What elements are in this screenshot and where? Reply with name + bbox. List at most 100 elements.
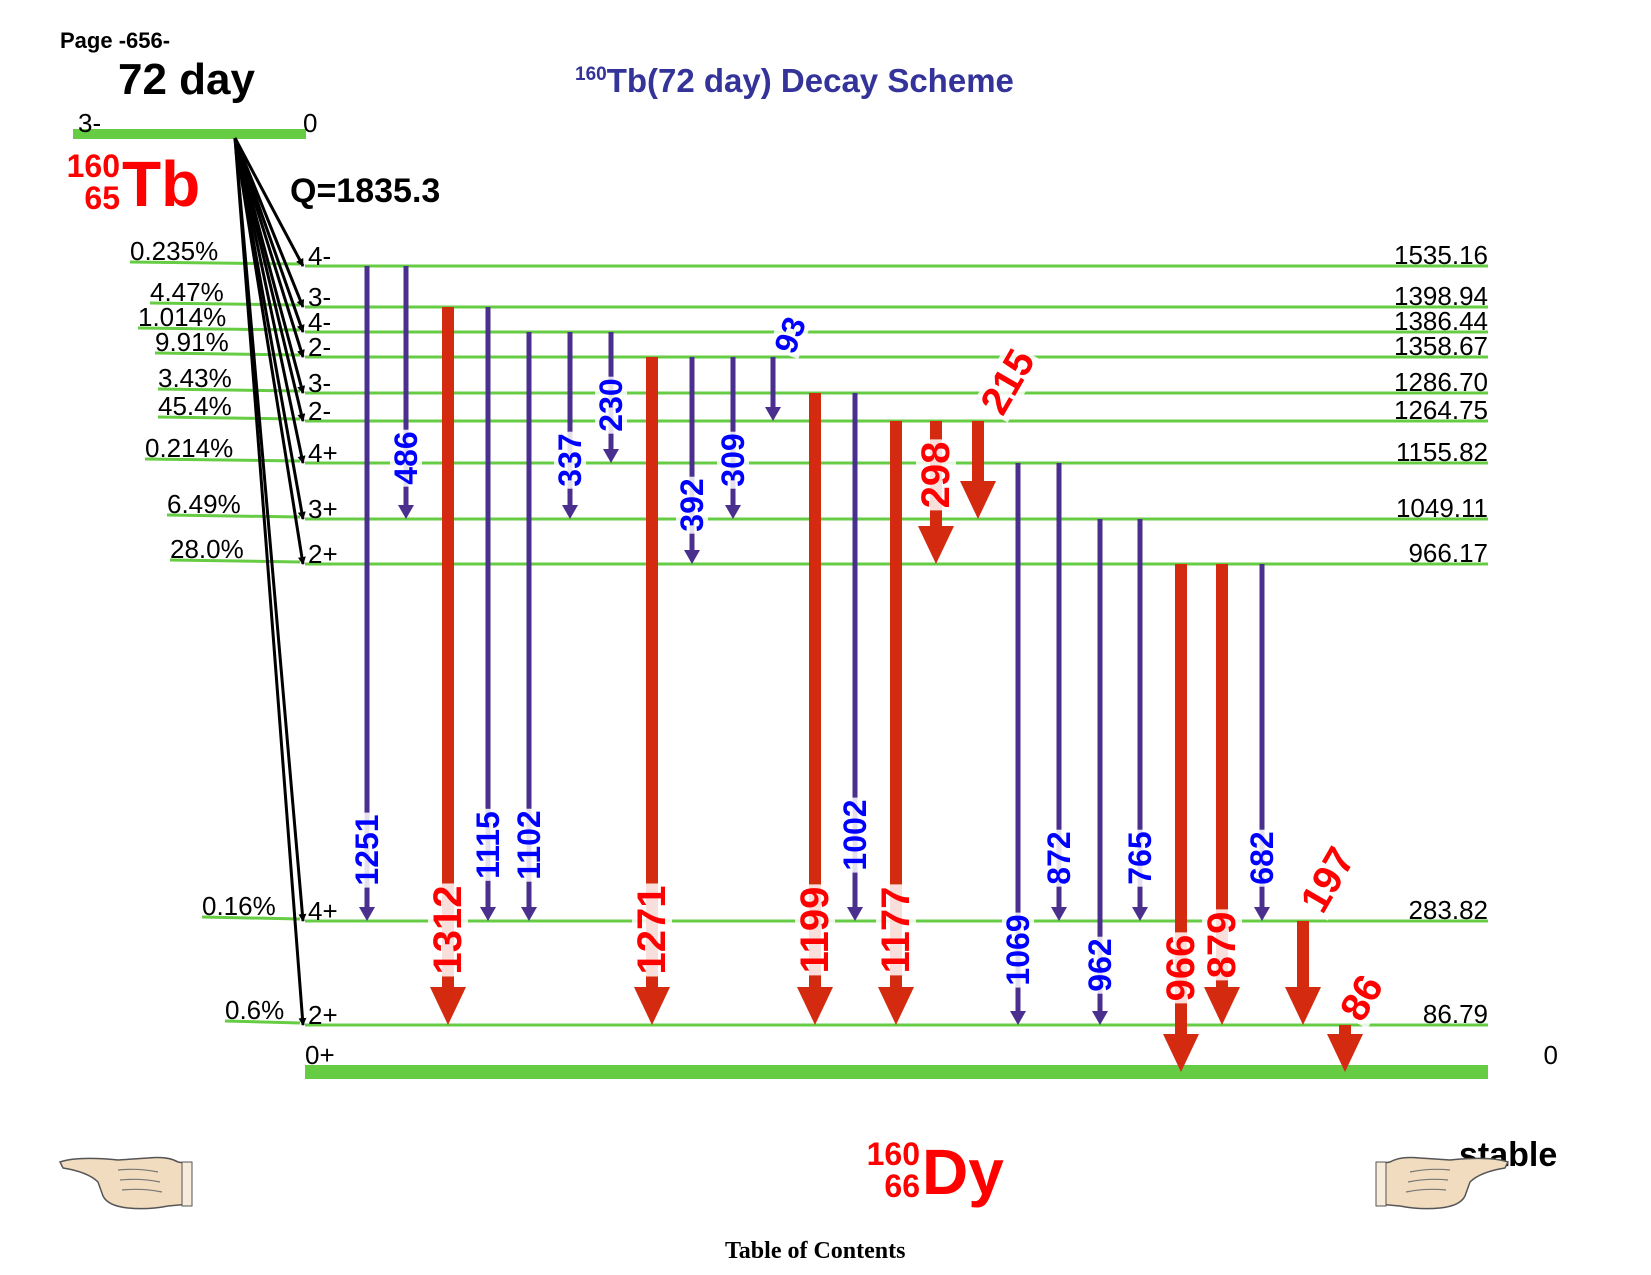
beta-decay-arrow xyxy=(233,137,305,358)
gamma-transition xyxy=(765,357,781,421)
level-branch: 0.16% xyxy=(202,891,276,921)
branch-feed-line xyxy=(129,260,301,266)
daughter-mass-number: 160 xyxy=(866,1136,920,1172)
level-energy: 86.79 xyxy=(1422,999,1488,1029)
gamma-transition xyxy=(1010,463,1026,1025)
gamma-transition xyxy=(960,421,996,519)
next-page-hand-icon[interactable] xyxy=(1375,1152,1510,1217)
ground-spin: 0+ xyxy=(305,1040,335,1070)
daughter-atomic-number: 66 xyxy=(884,1168,920,1204)
gamma-transition xyxy=(1132,519,1148,921)
gamma-transition xyxy=(1051,463,1067,921)
level-energy: 1358.67 xyxy=(1394,331,1488,361)
parent-symbol: Tb xyxy=(122,148,201,220)
page-title: 160Tb(72 day) Decay Scheme xyxy=(575,62,1014,100)
level-energy: 1286.70 xyxy=(1394,367,1488,397)
previous-page-hand-icon[interactable] xyxy=(58,1152,193,1217)
level-branch: 45.4% xyxy=(158,391,232,421)
gamma-energy-label: 765 xyxy=(1122,829,1158,887)
title-text: Tb(72 day) Decay Scheme xyxy=(606,62,1014,99)
gamma-energy-label: 392 xyxy=(674,476,710,534)
gamma-energy-label: 486 xyxy=(388,429,424,487)
title-mass-number: 160 xyxy=(575,64,607,85)
level-spin: 4- xyxy=(308,307,332,337)
level-branch: 28.0% xyxy=(170,534,244,564)
gamma-transition xyxy=(1285,921,1321,1025)
parent-atomic-number: 65 xyxy=(84,180,120,216)
branch-feed-line xyxy=(201,915,301,921)
ground-energy: 0 xyxy=(1543,1040,1558,1070)
branch-feed-line xyxy=(144,457,301,463)
gamma-energy-label: 298 xyxy=(914,439,958,511)
level-energy: 966.17 xyxy=(1408,538,1488,568)
level-branch: 4.47% xyxy=(150,277,224,307)
level-energy: 1155.82 xyxy=(1395,437,1488,467)
q-value: Q=1835.3 xyxy=(290,172,441,210)
level-branch: 9.91% xyxy=(155,327,229,357)
gamma-energy-label: 872 xyxy=(1041,829,1077,887)
level-spin: 2- xyxy=(308,332,332,362)
gamma-energy-label: 1102 xyxy=(511,808,547,882)
gamma-energy-label: 1199 xyxy=(793,884,837,976)
level-branch: 0.6% xyxy=(225,995,285,1025)
gamma-energy-label: 1115 xyxy=(470,809,506,881)
level-spin: 2+ xyxy=(308,1000,338,1030)
level-spin: 3+ xyxy=(308,494,338,524)
gamma-energy-label: 230 xyxy=(593,376,629,434)
gamma-transition xyxy=(634,357,670,1025)
parent-mass-number: 160 xyxy=(66,148,120,184)
gamma-energy-label: 1002 xyxy=(837,797,873,873)
level-branch: 1.014% xyxy=(138,302,227,332)
level-branch: 0.214% xyxy=(145,433,234,463)
level-spin: 4- xyxy=(308,241,332,271)
table-of-contents-link[interactable]: Table of Contents xyxy=(725,1238,906,1264)
level-energy: 1398.94 xyxy=(1394,281,1488,311)
gamma-transition xyxy=(430,307,466,1025)
gamma-transition xyxy=(359,266,375,921)
beta-decay-arrow xyxy=(233,137,306,464)
level-branch: 6.49% xyxy=(167,489,241,519)
gamma-energy-label: 966 xyxy=(1159,932,1203,1004)
level-energy: 1264.75 xyxy=(1394,395,1488,425)
gamma-energy-label: 682 xyxy=(1244,829,1280,887)
gamma-transition xyxy=(398,266,414,519)
gamma-transition xyxy=(521,332,537,921)
level-energy: 1535.16 xyxy=(1394,240,1488,270)
gamma-transition xyxy=(847,393,863,921)
gamma-transition xyxy=(1254,564,1270,921)
gamma-transition xyxy=(725,357,741,519)
gamma-transition xyxy=(480,307,496,921)
gamma-energy-label: 1069 xyxy=(1000,912,1036,988)
level-energy: 1049.11 xyxy=(1395,493,1488,523)
level-spin: 2+ xyxy=(308,539,338,569)
level-energy: 1386.44 xyxy=(1394,306,1488,336)
level-energy: 283.82 xyxy=(1408,895,1488,925)
gamma-energy-label: 337 xyxy=(552,431,588,489)
level-branch: 3.43% xyxy=(158,363,232,393)
level-spin: 3- xyxy=(308,282,332,312)
beta-decay-arrow xyxy=(233,137,307,1026)
gamma-energy-label: 1177 xyxy=(874,884,918,976)
level-spin: 2- xyxy=(308,396,332,426)
branch-feed-line xyxy=(154,351,301,357)
gamma-energy-label: 1271 xyxy=(630,883,674,977)
page-label: Page -656- xyxy=(60,28,171,53)
gamma-energy-label: 1312 xyxy=(426,883,470,977)
half-life: 72 day xyxy=(118,55,255,104)
gamma-energy-label: 1251 xyxy=(349,812,385,888)
level-spin: 4+ xyxy=(308,896,338,926)
level-spin: 3- xyxy=(308,368,332,398)
gamma-transition xyxy=(797,393,833,1025)
gamma-transition xyxy=(1092,519,1108,1025)
gamma-transition xyxy=(1204,564,1240,1025)
gamma-transition xyxy=(1327,1025,1363,1072)
branch-feed-line xyxy=(157,415,301,421)
branch-feed-line xyxy=(169,558,301,564)
gamma-transition xyxy=(684,357,700,564)
branch-feed-line xyxy=(137,326,301,332)
parent-spin: 3- xyxy=(78,108,102,138)
gamma-transition xyxy=(878,421,914,1025)
branch-feed-line xyxy=(166,513,301,519)
